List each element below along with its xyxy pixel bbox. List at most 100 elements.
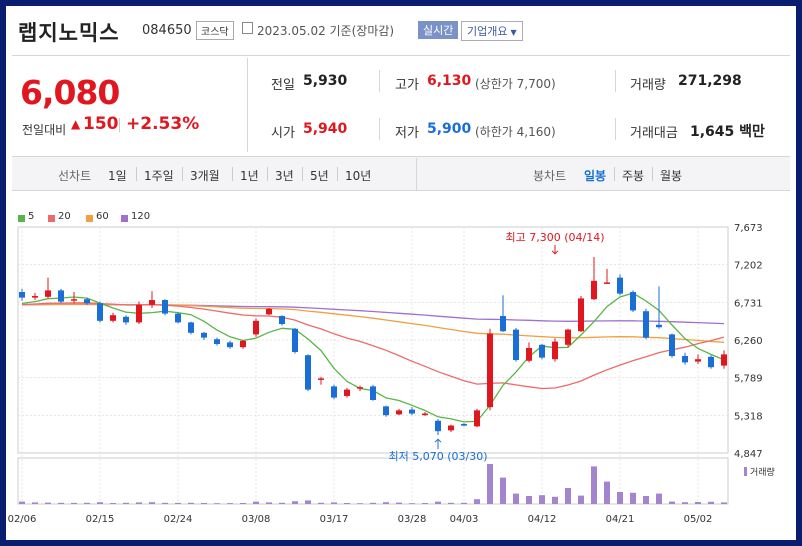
candle xyxy=(19,292,25,298)
ma20-line xyxy=(21,302,725,390)
volume-bar xyxy=(552,496,558,504)
ma5-swatch xyxy=(18,215,25,222)
candle xyxy=(487,333,493,408)
candle xyxy=(539,344,545,358)
volume-bar xyxy=(578,495,584,504)
plot-frame xyxy=(17,226,729,454)
volume-bar xyxy=(123,502,129,504)
period-1d[interactable]: 1일 xyxy=(108,169,127,183)
period-3y[interactable]: 3년 xyxy=(275,169,294,183)
divider xyxy=(182,167,183,181)
candle xyxy=(409,409,415,414)
ma60-line xyxy=(21,303,725,343)
divider xyxy=(12,55,790,56)
y-tick-label: 5,318 xyxy=(734,411,763,422)
divider xyxy=(247,58,248,152)
volume-legend-label: 거래량 xyxy=(750,466,775,478)
lower-limit: (하한가 4,160) xyxy=(475,125,556,139)
stock-header: 랩지노믹스 084650 코스닥 2023.05.02 기준(장마감) 실시간 … xyxy=(6,6,796,54)
change-label: 전일대비 xyxy=(22,123,67,137)
calendar-icon xyxy=(242,22,253,34)
divider xyxy=(416,158,417,190)
volume-bar xyxy=(487,464,493,504)
volume-bar xyxy=(318,502,324,504)
volume-bar xyxy=(214,503,220,504)
volume-bar xyxy=(591,466,597,504)
period-bar: 선차트 1일 1주일 3개월 1년 3년 5년 10년 봉차트 일봉 주봉 월봉 xyxy=(12,156,790,191)
open-value: 5,940 xyxy=(303,121,348,137)
period-1y[interactable]: 1년 xyxy=(240,169,259,183)
realtime-button[interactable]: 실시간 xyxy=(418,21,459,39)
candle xyxy=(357,387,363,389)
divider xyxy=(302,167,303,181)
volume-bar xyxy=(617,492,623,504)
volume-bar xyxy=(643,496,649,504)
period-5y[interactable]: 5년 xyxy=(310,169,329,183)
stock-widget: 랩지노믹스 084650 코스닥 2023.05.02 기준(장마감) 실시간 … xyxy=(6,6,796,540)
candle xyxy=(305,355,311,390)
candle xyxy=(617,277,623,294)
price-change-percent: +2.53% xyxy=(126,114,200,134)
price-change: 150 xyxy=(83,114,119,134)
volume-bar xyxy=(474,499,480,504)
period-monthly[interactable]: 월봉 xyxy=(660,169,683,183)
volume-bar xyxy=(461,502,467,504)
candle xyxy=(214,339,220,344)
volume-bar xyxy=(19,501,25,504)
x-tick-label: 04/12 xyxy=(528,514,557,525)
period-daily[interactable]: 일봉 xyxy=(584,169,607,183)
period-3m[interactable]: 3개월 xyxy=(190,169,220,183)
volume-bar xyxy=(565,488,571,504)
candle xyxy=(656,324,662,328)
ma5-line xyxy=(21,292,725,423)
company-overview-dropdown[interactable]: 기업개요 ▼ xyxy=(461,21,523,41)
x-tick-label: 04/03 xyxy=(450,514,479,525)
volume-bar xyxy=(162,502,168,504)
candle xyxy=(344,389,350,396)
volume-bar xyxy=(110,503,116,504)
candle xyxy=(370,386,376,400)
candle xyxy=(383,406,389,416)
volume-bar xyxy=(396,502,402,504)
y-tick-label: 6,731 xyxy=(734,298,763,309)
volume-bar xyxy=(526,496,532,504)
candle xyxy=(201,332,207,338)
divider xyxy=(267,167,268,181)
volume-bar xyxy=(149,502,155,504)
low-value: 5,900 xyxy=(427,121,472,137)
candle xyxy=(500,316,506,332)
x-tick-label: 02/24 xyxy=(164,514,193,525)
x-tick-label: 03/28 xyxy=(398,514,427,525)
candle xyxy=(721,354,727,366)
candle xyxy=(227,342,233,348)
x-tick-label: 05/02 xyxy=(684,514,713,525)
period-10y[interactable]: 10년 xyxy=(345,169,372,183)
volume-bar xyxy=(227,503,233,504)
volume-bar xyxy=(279,502,285,504)
ma60-label: 60 xyxy=(96,211,109,222)
chevron-down-icon: ▼ xyxy=(510,28,517,37)
stock-code: 084650 xyxy=(142,23,192,38)
divider xyxy=(232,167,233,181)
volume-value: 271,298 xyxy=(678,73,742,89)
volume-bar xyxy=(253,501,259,504)
divider xyxy=(615,118,616,140)
candle xyxy=(162,300,168,314)
candle xyxy=(71,299,77,301)
candle xyxy=(513,329,519,360)
period-weekly[interactable]: 주봉 xyxy=(622,169,645,183)
candle xyxy=(565,329,571,345)
triangle-up-icon: ▲ xyxy=(71,117,81,131)
prev-close-label: 전일 xyxy=(271,78,295,93)
candle xyxy=(552,341,558,360)
candle xyxy=(604,282,610,284)
volume-bar xyxy=(539,495,545,504)
amount-value: 1,645 백만 xyxy=(690,124,765,140)
volume-bar xyxy=(32,502,38,504)
candle xyxy=(448,425,454,431)
volume-bar xyxy=(422,503,428,504)
y-tick-label: 5,789 xyxy=(734,374,763,385)
y-tick-label: 7,673 xyxy=(734,223,763,234)
period-1w[interactable]: 1주일 xyxy=(144,169,174,183)
current-price: 6,080 xyxy=(20,73,120,112)
